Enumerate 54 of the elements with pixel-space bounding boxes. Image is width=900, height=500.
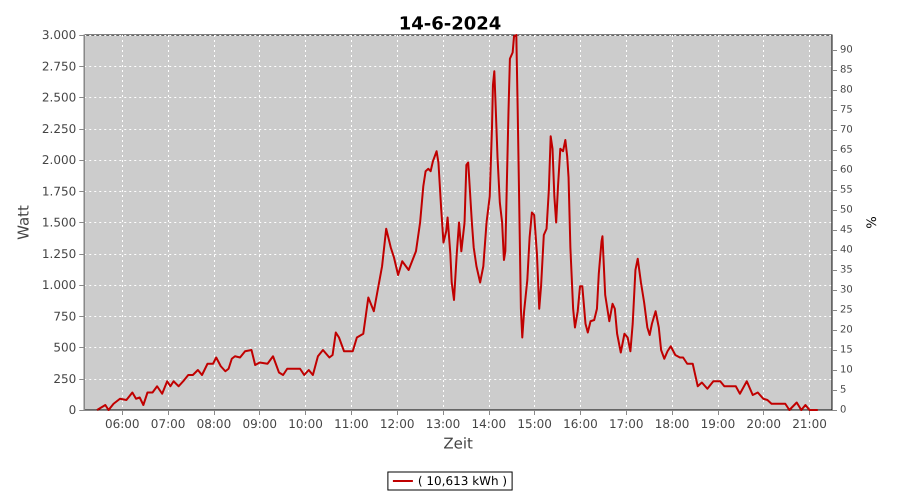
y2-tick-label: 25 — [840, 304, 853, 316]
x-tick-label: 13:00 — [426, 417, 460, 431]
y2-tick-label: 20 — [840, 324, 853, 336]
y-tick-label: 250 — [53, 372, 76, 386]
x-tick-label: 11:00 — [334, 417, 369, 431]
x-tick-label: 08:00 — [196, 417, 232, 431]
x-tick-label: 09:00 — [242, 417, 278, 431]
y2-tick-label: 50 — [840, 204, 853, 216]
y-tick-label: 500 — [53, 340, 76, 354]
x-tick-label: 10:00 — [288, 417, 323, 431]
y-tick-label: 1.250 — [42, 246, 76, 261]
x-axis-title: Zeit — [443, 434, 474, 452]
y2-tick-label: 5 — [840, 384, 846, 396]
y-tick-label: 1.500 — [42, 216, 76, 230]
y2-tick-label: 80 — [840, 84, 853, 96]
y-tick-label: 1.750 — [42, 184, 76, 198]
y2-tick-label: 10 — [840, 364, 853, 376]
y-axis-title: Watt — [14, 204, 32, 240]
y-tick-label: 2.500 — [42, 90, 76, 104]
y2-tick-label: 75 — [840, 104, 853, 116]
x-tick-label: 15:00 — [517, 417, 552, 431]
y-tick-label: 1.000 — [42, 278, 76, 292]
y2-tick-label: 85 — [840, 64, 853, 76]
y2-tick-label: 90 — [840, 44, 853, 56]
x-tick-label: 21:00 — [792, 417, 827, 431]
x-tick-label: 16:00 — [563, 417, 598, 431]
legend-label: ( 10,613 kWh ) — [418, 474, 508, 488]
y2-tick-label: 65 — [840, 144, 853, 156]
x-tick-label: 12:00 — [380, 417, 414, 431]
y-tick-label: 2.750 — [42, 59, 76, 74]
y2-axis-title: % — [865, 216, 880, 229]
y2-tick-label: 15 — [840, 344, 853, 356]
x-tick-label: 18:00 — [654, 417, 690, 431]
x-tick-label: 06:00 — [104, 417, 140, 431]
chart-title: 14-6-2024 — [398, 14, 502, 34]
y2-tick-label: 60 — [840, 164, 853, 176]
y-tick-label: 0 — [68, 403, 76, 417]
x-tick-label: 17:00 — [608, 417, 644, 431]
y-tick-label: 750 — [53, 309, 76, 324]
x-tick-label: 19:00 — [700, 417, 736, 431]
y2-tick-label: 55 — [840, 184, 853, 196]
y2-tick-label: 70 — [840, 124, 853, 136]
x-tick-label: 20:00 — [746, 417, 782, 431]
y-tick-label: 2.250 — [42, 122, 76, 136]
y-tick-label: 3.000 — [42, 28, 76, 42]
y-tick-label: 2.000 — [42, 153, 76, 167]
y2-tick-label: 0 — [840, 404, 846, 416]
x-tick-label: 07:00 — [150, 417, 186, 431]
line-series — [96, 34, 819, 411]
y2-tick-label: 40 — [840, 244, 853, 256]
x-tick-label: 14:00 — [472, 417, 506, 431]
y2-tick-label: 30 — [840, 284, 853, 296]
y2-tick-label: 45 — [840, 224, 853, 236]
y2-tick-label: 35 — [840, 264, 853, 276]
